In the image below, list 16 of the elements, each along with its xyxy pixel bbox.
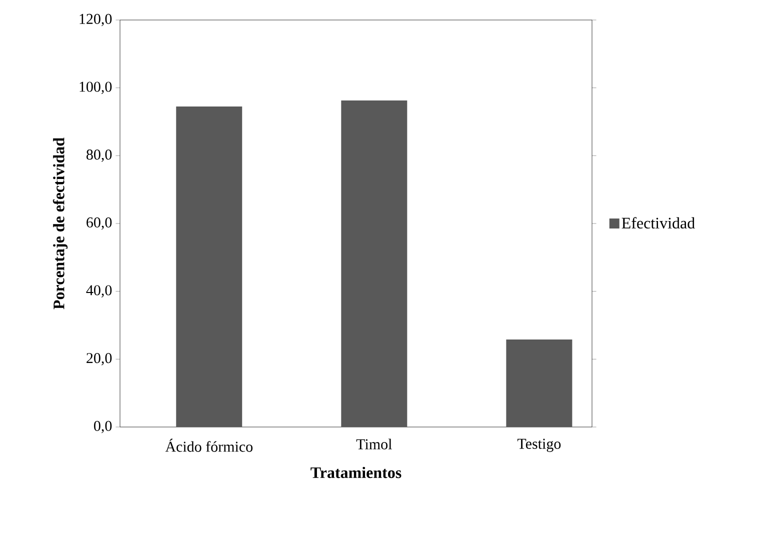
y-tick-label: 60,0 [86, 217, 112, 230]
legend-label: Efectividad [622, 217, 695, 229]
x-tick-label: Timol [356, 438, 392, 450]
y-tick-label: 80,0 [86, 150, 112, 162]
x-tick-label: Ácido fórmico [165, 438, 253, 452]
y-tick-label: 120,0 [80, 14, 112, 26]
x-tick-label: Testigo [517, 438, 561, 452]
y-tick-label: 20,0 [86, 353, 112, 366]
y-tick-label: 40,0 [86, 285, 112, 298]
y-tick-label: 100,0 [80, 82, 112, 94]
x-axis-title: Tratamientos [310, 466, 402, 478]
y-axis-title: Porcentaje de efectividad [52, 138, 68, 310]
bar [341, 100, 408, 427]
y-tick-label: 0,0 [94, 420, 112, 434]
bar [506, 339, 572, 427]
bar [176, 106, 242, 427]
